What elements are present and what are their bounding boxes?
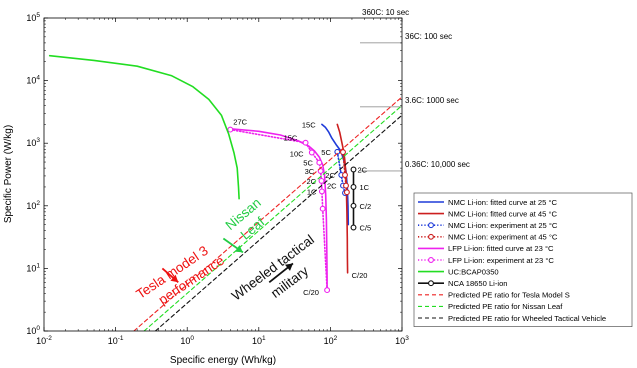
rate-lines: 360C: 10 sec 36C: 100 sec 3.6C: 1000 sec 0.… <box>360 8 470 172</box>
y-tick-label: 103 <box>26 137 40 148</box>
data-point <box>342 172 348 178</box>
legend-entry: NMC Li-ion: fitted curve at 45 °C <box>448 209 557 218</box>
data-point <box>340 149 346 156</box>
x-tick-label: 10-1 <box>108 335 124 346</box>
legend-box <box>413 192 633 327</box>
point-label: C/20 <box>303 288 319 297</box>
data-point <box>318 188 325 195</box>
series-line-8 <box>133 96 402 331</box>
legend-marker <box>428 280 434 287</box>
legend-entry: LFP Li-ion: fitted curve at 23 °C <box>448 244 554 253</box>
data-point <box>302 139 309 146</box>
arrow-head <box>170 274 179 283</box>
plot-frame <box>43 17 403 332</box>
point-label: 5C <box>303 159 313 168</box>
data-point <box>343 189 350 196</box>
series-line-10 <box>154 114 402 331</box>
arrow-head <box>285 263 293 271</box>
plot-background <box>44 18 402 331</box>
point-label: C/5 <box>360 224 372 233</box>
data-point <box>324 287 331 294</box>
arrow-head <box>234 245 243 253</box>
legend-entry: LFP Li-ion: experiment at 23 °C <box>448 256 554 265</box>
series-line-2 <box>336 151 346 194</box>
rate-label: 36C: 100 sec <box>405 32 452 41</box>
data-point <box>319 205 326 212</box>
point-label: 2C <box>327 182 337 191</box>
data-point <box>308 149 315 156</box>
legend: NMC Li-ion: fitted curve at 25 °C NMC Li-… <box>413 192 633 327</box>
x-tick-label: 103 <box>395 335 409 346</box>
data-point <box>343 182 349 189</box>
data-point <box>350 224 357 231</box>
x-axis-label: Specific energy (Wh/kg) <box>170 355 276 366</box>
legend-entry: Predicted PE ratio for Tesla Model S <box>448 291 570 300</box>
y-tick-label: 105 <box>26 12 40 23</box>
rate-label: 0.36C: 10,000 sec <box>405 160 470 169</box>
legend-marker <box>428 233 434 240</box>
point-label: 10C <box>290 150 304 159</box>
axes: 10-2 10-1 100 101 102 103 100 101 102 103 104 105 <box>26 12 409 346</box>
legend-marker <box>428 222 434 229</box>
y-tick-label: 101 <box>26 262 40 273</box>
legend-entry: NMC Li-ion: experiment at 25 °C <box>448 221 558 230</box>
data-point <box>227 126 234 133</box>
series-line-6 <box>48 54 240 200</box>
series-layer <box>48 54 402 331</box>
point-label: 3C <box>305 167 315 176</box>
y-tick-label: 100 <box>26 325 40 336</box>
series-line-9 <box>143 104 402 331</box>
legend-entry: Predicted PE ratio for Nissan Leaf <box>448 302 563 311</box>
point-label: 2C <box>307 177 317 186</box>
point-labels: 27C15C10C5C3C2C1CC/2015C5C2C2CC/202C1CC/… <box>233 118 371 298</box>
x-tick-label: 100 <box>180 335 194 346</box>
legend-entry: NMC Li-ion: fitted curve at 25 °C <box>448 198 557 207</box>
legend-entry: NMC Li-ion: experiment at 45 °C <box>448 233 558 242</box>
x-tick-label: 101 <box>252 335 266 346</box>
point-label: 1C <box>307 187 317 196</box>
point-label: 2C <box>325 171 335 180</box>
rate-label: 360C: 10 sec <box>362 8 409 17</box>
x-tick-label: 10-2 <box>36 335 52 346</box>
series-line-3 <box>342 151 348 193</box>
legend-entry: NCA 18650 Li-ion <box>448 279 508 288</box>
point-label: 15C <box>284 134 298 143</box>
point-label: 27C <box>233 118 247 127</box>
point-label: C/2 <box>360 202 372 211</box>
x-tick-label: 102 <box>324 335 338 346</box>
point-label: 5C <box>321 148 331 157</box>
rate-label: 3.6C: 1000 sec <box>405 96 459 105</box>
legend-marker <box>428 257 434 263</box>
data-point <box>316 159 323 166</box>
legend-entry: UC:BCAP0350 <box>448 267 499 276</box>
y-tick-label: 104 <box>26 75 40 86</box>
point-label: 2C <box>358 166 368 175</box>
data-point <box>350 184 357 190</box>
point-label: 15C <box>302 120 316 129</box>
legend-entry: Predicted PE ratio for Wheeled Tactical … <box>448 314 606 323</box>
point-label: C/20 <box>352 271 368 280</box>
y-axis-label: Specific Power (W/kg) <box>3 125 14 223</box>
data-point <box>350 166 357 173</box>
data-point <box>318 177 325 184</box>
data-point <box>350 202 357 209</box>
point-label: 1C <box>360 183 370 192</box>
y-tick-label: 102 <box>26 200 40 211</box>
